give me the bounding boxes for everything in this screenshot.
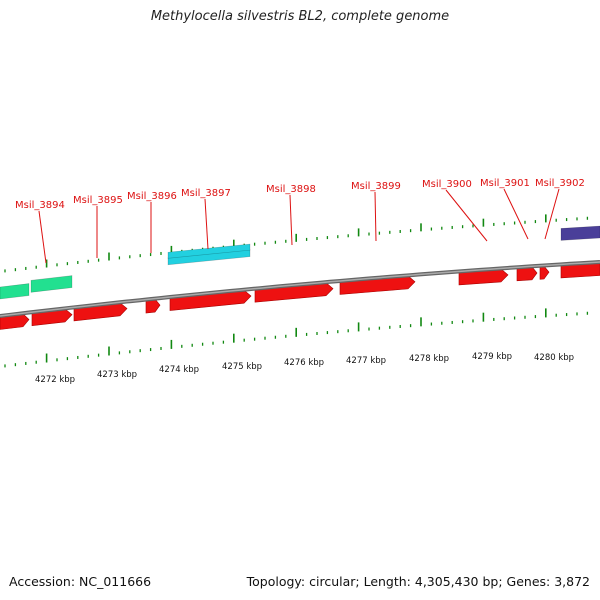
scale-label-group: 4272 kbp 4273 kbp 4274 kbp 4275 kbp 4276 kbp… <box>35 352 574 385</box>
gene-label: Msil_3895 <box>73 195 123 206</box>
rna-feature-cyan <box>167 243 251 259</box>
gene-arrow <box>539 265 550 280</box>
accession-text: Accession: NC_011666 <box>9 574 152 589</box>
gene-label: Msil_3897 <box>181 188 231 199</box>
gene-label: Msil_3902 <box>535 178 585 189</box>
genome-backbone <box>0 260 600 318</box>
scale-label: 4277 kbp <box>346 356 386 366</box>
rna-feature-green <box>0 283 30 300</box>
feature-track <box>0 225 600 330</box>
label-leader-lines <box>38 188 560 264</box>
scale-label: 4280 kbp <box>534 353 574 363</box>
rna-feature-green <box>30 275 73 293</box>
lower-tick-track <box>4 308 589 368</box>
upper-tick-track <box>4 214 589 273</box>
scale-label: 4275 kbp <box>222 362 262 372</box>
backbone-highlight <box>0 261 600 317</box>
label-leader-line <box>204 198 209 250</box>
map-title: Methylocella silvestris BL2, complete ge… <box>150 9 450 24</box>
scale-label: 4272 kbp <box>35 375 75 385</box>
scale-label: 4276 kbp <box>284 358 324 368</box>
gene-label: Msil_3898 <box>266 184 316 195</box>
label-leader-line <box>503 188 529 240</box>
gene-label: Msil_3900 <box>422 179 472 190</box>
label-leader-line <box>445 189 488 242</box>
scale-label: 4278 kbp <box>409 354 449 364</box>
gene-label: Msil_3901 <box>480 178 530 189</box>
scale-label: 4279 kbp <box>472 352 512 362</box>
gene-label: Msil_3894 <box>15 200 65 211</box>
gene-label: Msil_3899 <box>351 181 401 192</box>
purple-feature <box>560 225 600 241</box>
label-leader-line <box>38 210 47 264</box>
label-leader-line <box>544 188 560 240</box>
genome-summary-text: Topology: circular; Length: 4,305,430 bp… <box>246 574 590 589</box>
gene-label-group: Msil_3894 Msil_3895 Msil_3896 Msil_3897 Msil… <box>15 178 585 211</box>
gene-label: Msil_3896 <box>127 191 177 202</box>
label-leader-line <box>374 191 377 242</box>
label-leader-line <box>289 194 293 246</box>
scale-label: 4274 kbp <box>159 365 199 375</box>
scale-label: 4273 kbp <box>97 370 137 380</box>
